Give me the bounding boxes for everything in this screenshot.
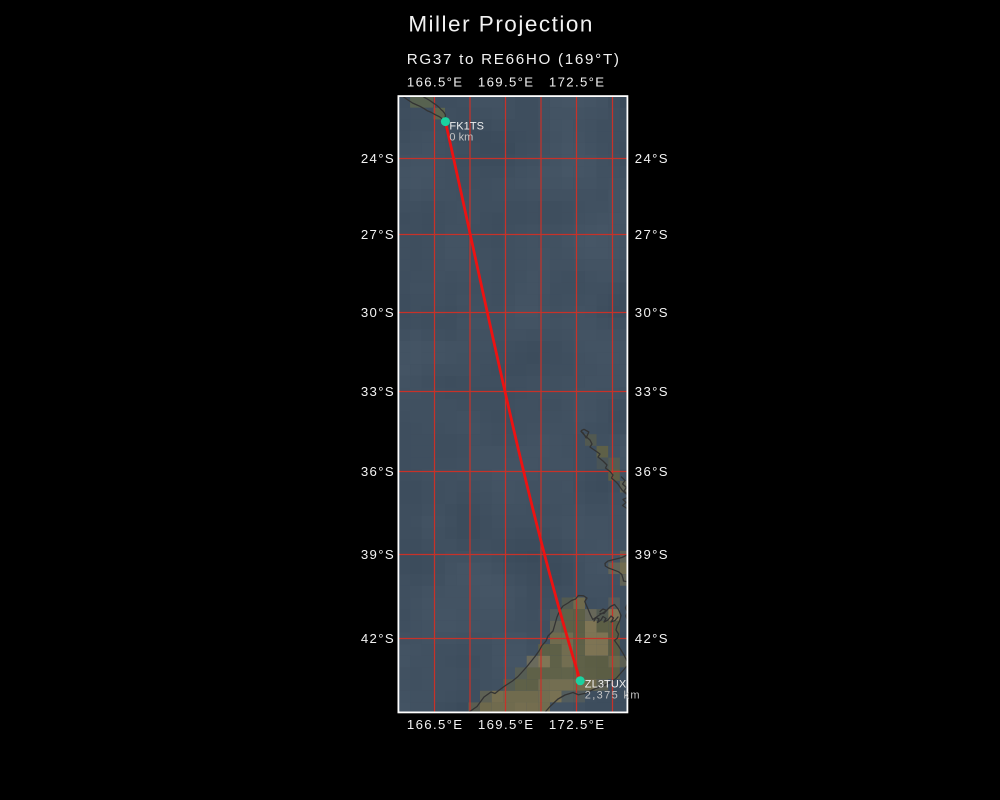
svg-text:30°S: 30°S: [361, 305, 395, 320]
svg-text:ZL3TUX: ZL3TUX: [585, 678, 627, 690]
svg-text:42°S: 42°S: [361, 631, 395, 646]
svg-text:27°S: 27°S: [635, 227, 669, 242]
svg-text:27°S: 27°S: [361, 227, 395, 242]
svg-text:166.5°E: 166.5°E: [407, 75, 464, 90]
svg-text:30°S: 30°S: [635, 305, 669, 320]
svg-text:24°S: 24°S: [635, 151, 669, 166]
svg-text:169.5°E: 169.5°E: [478, 717, 535, 732]
svg-text:172.5°E: 172.5°E: [549, 717, 606, 732]
svg-text:39°S: 39°S: [361, 547, 395, 562]
svg-text:0 km: 0 km: [449, 132, 473, 144]
svg-text:39°S: 39°S: [635, 547, 669, 562]
svg-text:2,375 km: 2,375 km: [585, 690, 641, 702]
svg-text:172.5°E: 172.5°E: [549, 75, 606, 90]
svg-text:RG37 to RE66HO (169°T): RG37 to RE66HO (169°T): [407, 51, 621, 68]
svg-text:Miller Projection: Miller Projection: [408, 11, 594, 36]
svg-text:36°S: 36°S: [361, 464, 395, 479]
svg-text:36°S: 36°S: [635, 464, 669, 479]
svg-text:169.5°E: 169.5°E: [478, 75, 535, 90]
svg-text:33°S: 33°S: [361, 384, 395, 399]
svg-text:42°S: 42°S: [635, 631, 669, 646]
svg-text:33°S: 33°S: [635, 384, 669, 399]
svg-text:FK1TS: FK1TS: [449, 121, 484, 133]
svg-text:24°S: 24°S: [361, 151, 395, 166]
svg-text:166.5°E: 166.5°E: [407, 717, 464, 732]
